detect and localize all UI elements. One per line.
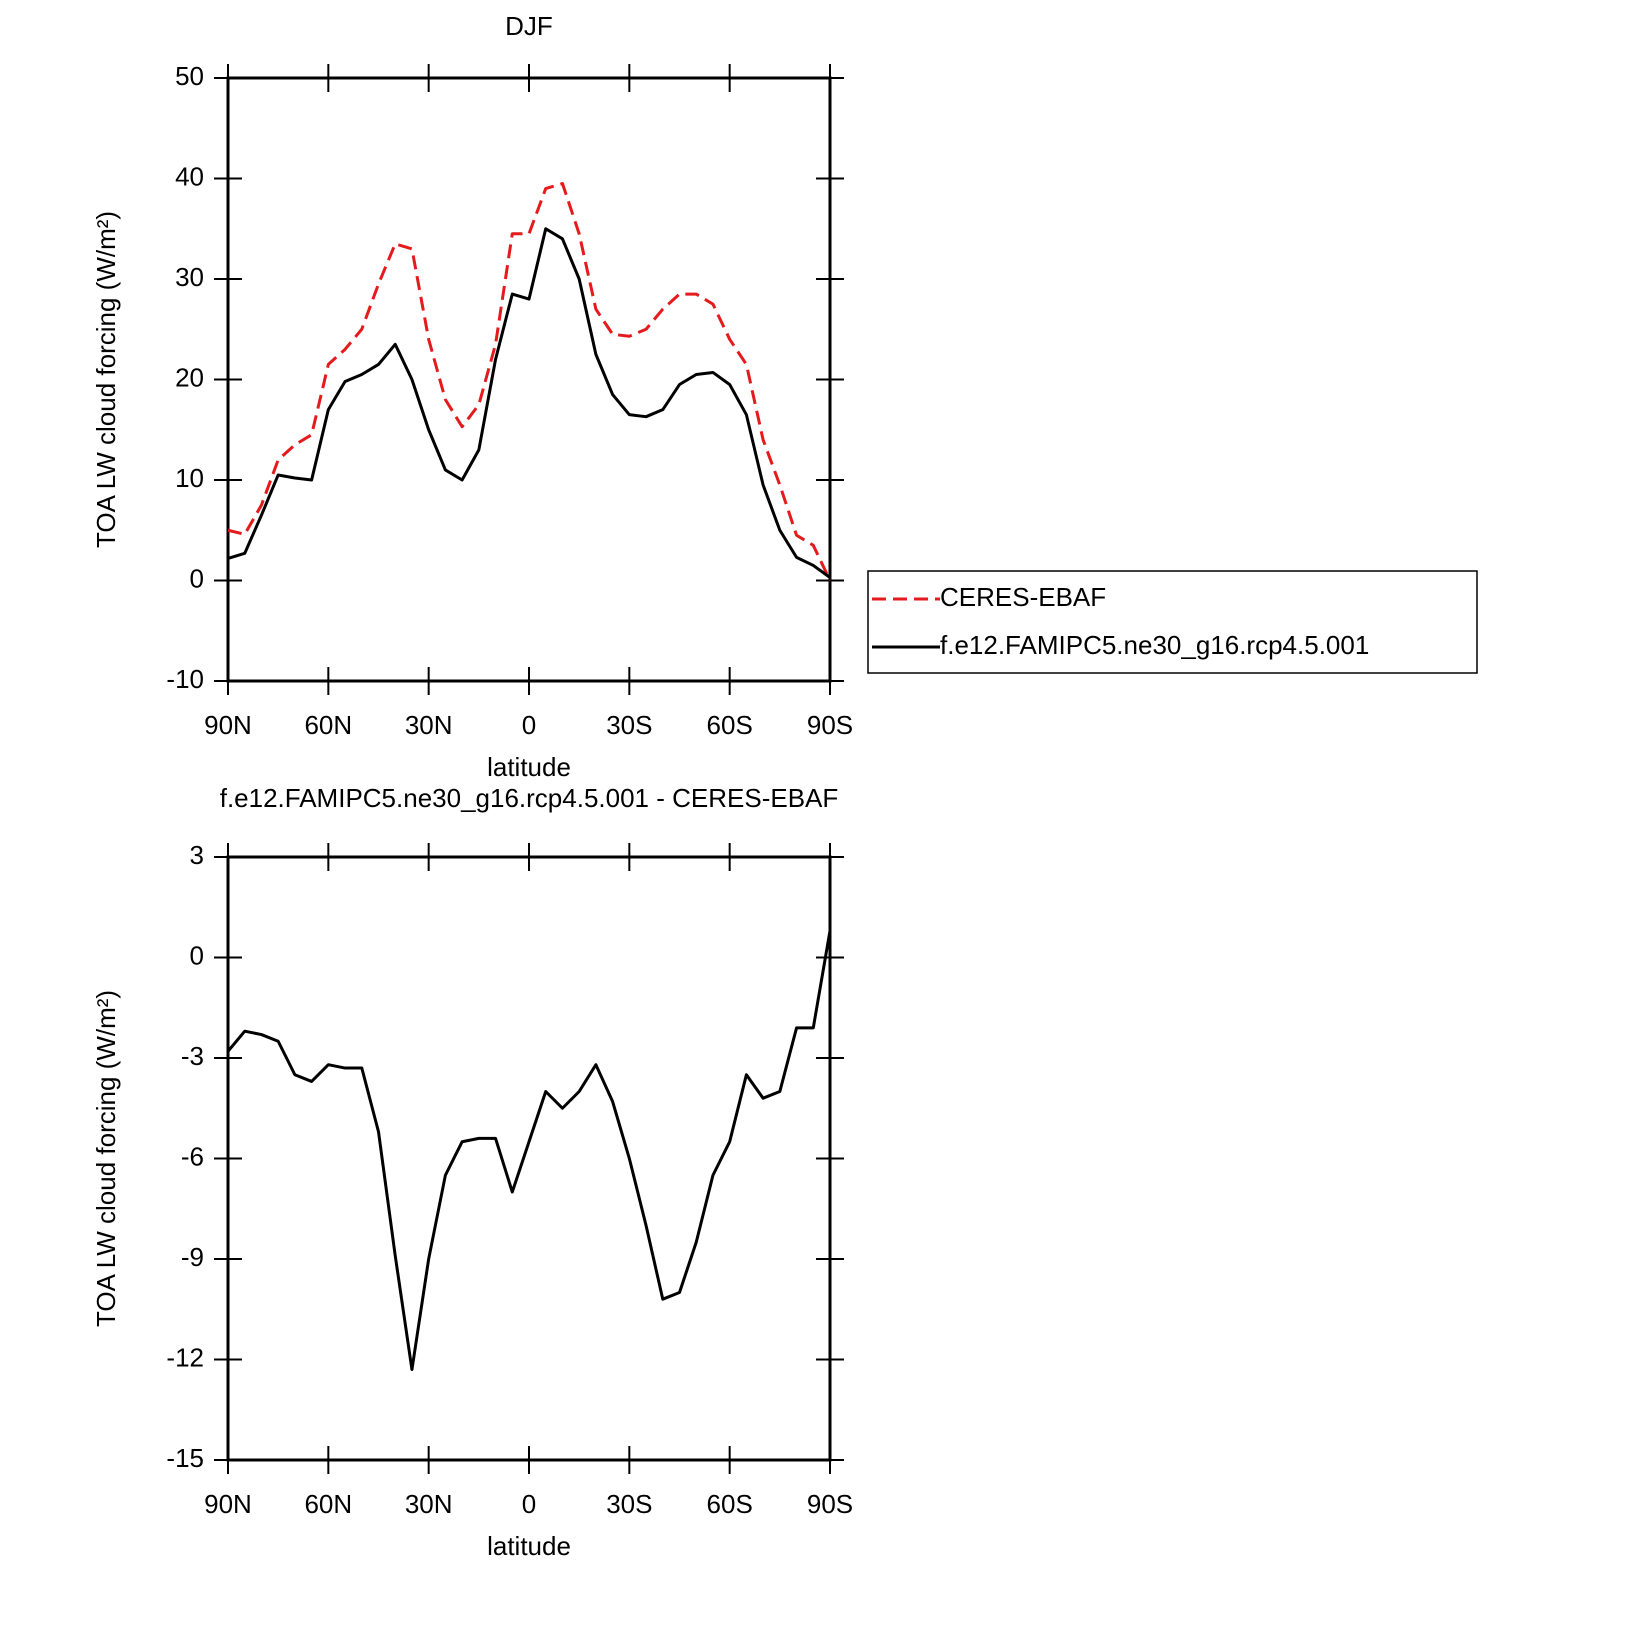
y-tick-label: -15 <box>166 1443 204 1473</box>
legend-box <box>867 570 1478 674</box>
x-tick-label: 60N <box>304 1489 352 1519</box>
legend-label: CERES-EBAF <box>940 582 1106 612</box>
chart-title: f.e12.FAMIPC5.ne30_g16.rcp4.5.001 - CERE… <box>220 783 839 813</box>
x-tick-label: 60N <box>304 710 352 740</box>
y-tick-label: 20 <box>175 362 204 392</box>
y-tick-label: 3 <box>190 840 204 870</box>
y-tick-label: -9 <box>181 1242 204 1272</box>
y-axis-label: TOA LW cloud forcing (W/m²) <box>91 211 121 548</box>
x-tick-label: 30N <box>405 710 453 740</box>
y-tick-label: -10 <box>166 664 204 694</box>
data-line <box>226 930 832 1372</box>
y-tick-label: -3 <box>181 1041 204 1071</box>
y-tick-label: 0 <box>190 940 204 970</box>
y-tick-label: 30 <box>175 262 204 292</box>
x-tick-label: 60S <box>707 710 753 740</box>
y-tick-label: 0 <box>190 563 204 593</box>
x-axis-label: latitude <box>487 752 571 782</box>
y-tick-label: -6 <box>181 1141 204 1171</box>
x-tick-label: 0 <box>522 1489 536 1519</box>
y-tick-label: 40 <box>175 161 204 191</box>
plot-frame <box>226 855 832 1462</box>
y-tick-label: 50 <box>175 61 204 91</box>
y-tick-label: -12 <box>166 1342 204 1372</box>
plot-frame <box>226 76 832 683</box>
y-axis-label: TOA LW cloud forcing (W/m²) <box>91 990 121 1327</box>
x-tick-label: 30S <box>606 1489 652 1519</box>
x-tick-label: 30S <box>606 710 652 740</box>
chart-title: DJF <box>505 11 553 41</box>
x-tick-label: 90S <box>807 1489 853 1519</box>
x-axis-label: latitude <box>487 1531 571 1561</box>
x-tick-label: 90N <box>204 710 252 740</box>
data-line <box>227 227 831 579</box>
data-line <box>227 182 832 582</box>
x-tick-label: 90N <box>204 1489 252 1519</box>
y-tick-label: 10 <box>175 463 204 493</box>
legend-label: f.e12.FAMIPC5.ne30_g16.rcp4.5.001 <box>940 630 1369 660</box>
x-tick-label: 60S <box>707 1489 753 1519</box>
x-tick-label: 90S <box>807 710 853 740</box>
x-tick-label: 0 <box>522 710 536 740</box>
x-tick-label: 30N <box>405 1489 453 1519</box>
